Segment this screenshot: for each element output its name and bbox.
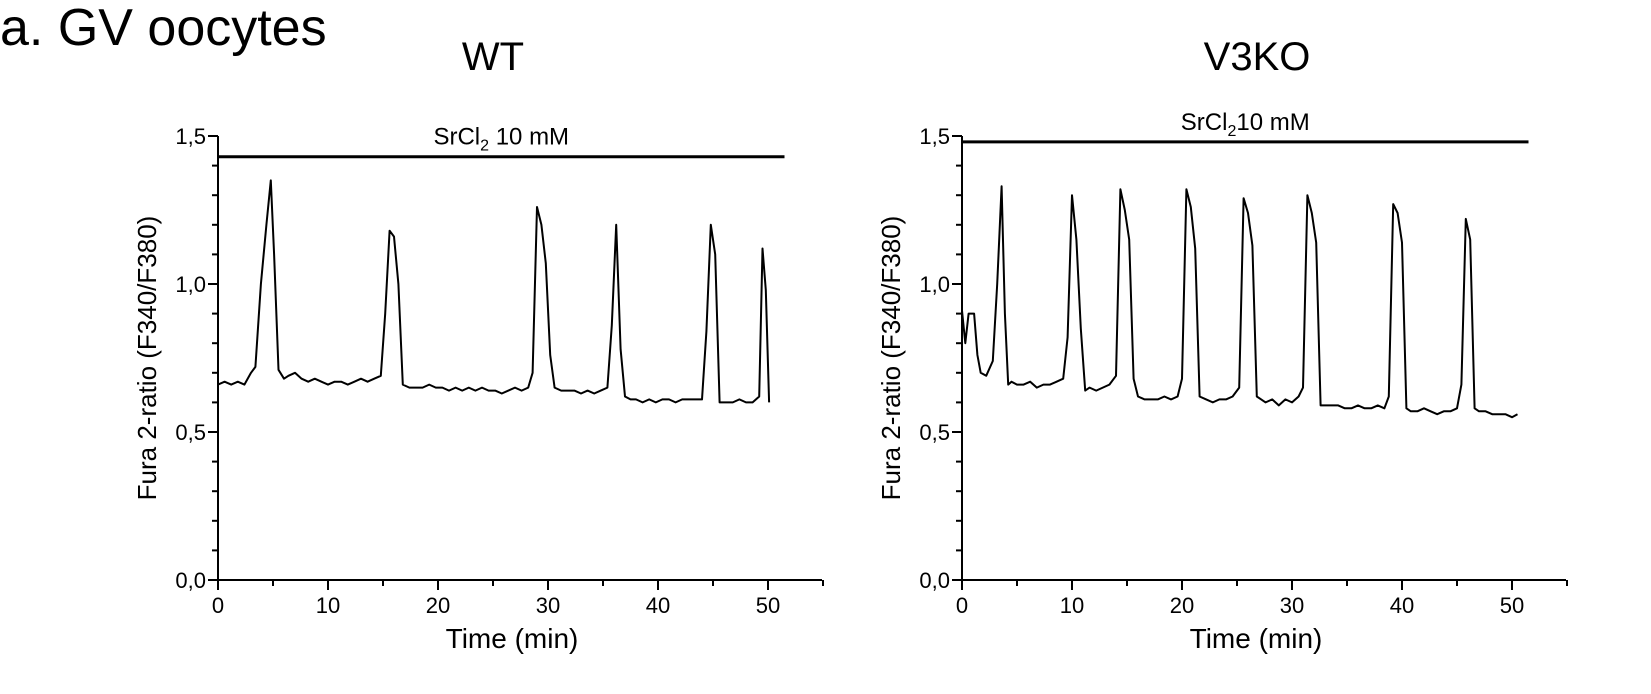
chart-1-x-tick-label: 10 — [316, 593, 340, 618]
chart-2-x-label: Time (min) — [1190, 623, 1323, 654]
chart-1-y-label: Fura 2-ratio (F340/F380) — [132, 216, 162, 501]
chart-2-y-tick-label: 0,5 — [919, 420, 950, 445]
chart-1-y-tick-label: 0,5 — [175, 420, 206, 445]
chart-1-treatment-label: SrCl2 10 mM — [433, 124, 569, 155]
chart-2-x-tick-label: 50 — [1500, 593, 1524, 618]
panel-label: a. GV oocytes — [0, 0, 327, 57]
chart-1-series-line — [217, 179, 771, 404]
chart-2-y-label: Fura 2-ratio (F340/F380) — [876, 216, 906, 501]
chart-1-y-tick-label: 1,5 — [175, 124, 206, 149]
chart-2-y-tick-label: 1,5 — [919, 124, 950, 149]
chart-1-x-tick-label: 20 — [426, 593, 450, 618]
chart-2-x-tick-label: 0 — [956, 593, 968, 618]
chart-2-x-tick-label: 20 — [1170, 593, 1194, 618]
chart-2-title: V3KO — [1204, 35, 1311, 79]
chart-1-x-tick-label: 40 — [646, 593, 670, 618]
chart-2-y-tick-label: 1,0 — [919, 272, 950, 297]
chart-1-x-tick-label: 30 — [536, 593, 560, 618]
chart-2-x-tick-label: 10 — [1060, 593, 1084, 618]
chart-2-y-tick-label: 0,0 — [919, 568, 950, 593]
chart-2-series-line — [961, 185, 1518, 419]
chart-2-treatment-label: SrCl210 mM — [1181, 109, 1310, 140]
chart-1-x-tick-label: 0 — [212, 593, 224, 618]
chart-1-x-label: Time (min) — [446, 623, 579, 654]
chart-2-x-tick-label: 40 — [1390, 593, 1414, 618]
chart-1-title: WT — [462, 35, 524, 79]
chart-1-y-tick-label: 1,0 — [175, 272, 206, 297]
chart-1-y-tick-label: 0,0 — [175, 568, 206, 593]
chart-2-x-tick-label: 30 — [1280, 593, 1304, 618]
chart-1-x-tick-label: 50 — [756, 593, 780, 618]
